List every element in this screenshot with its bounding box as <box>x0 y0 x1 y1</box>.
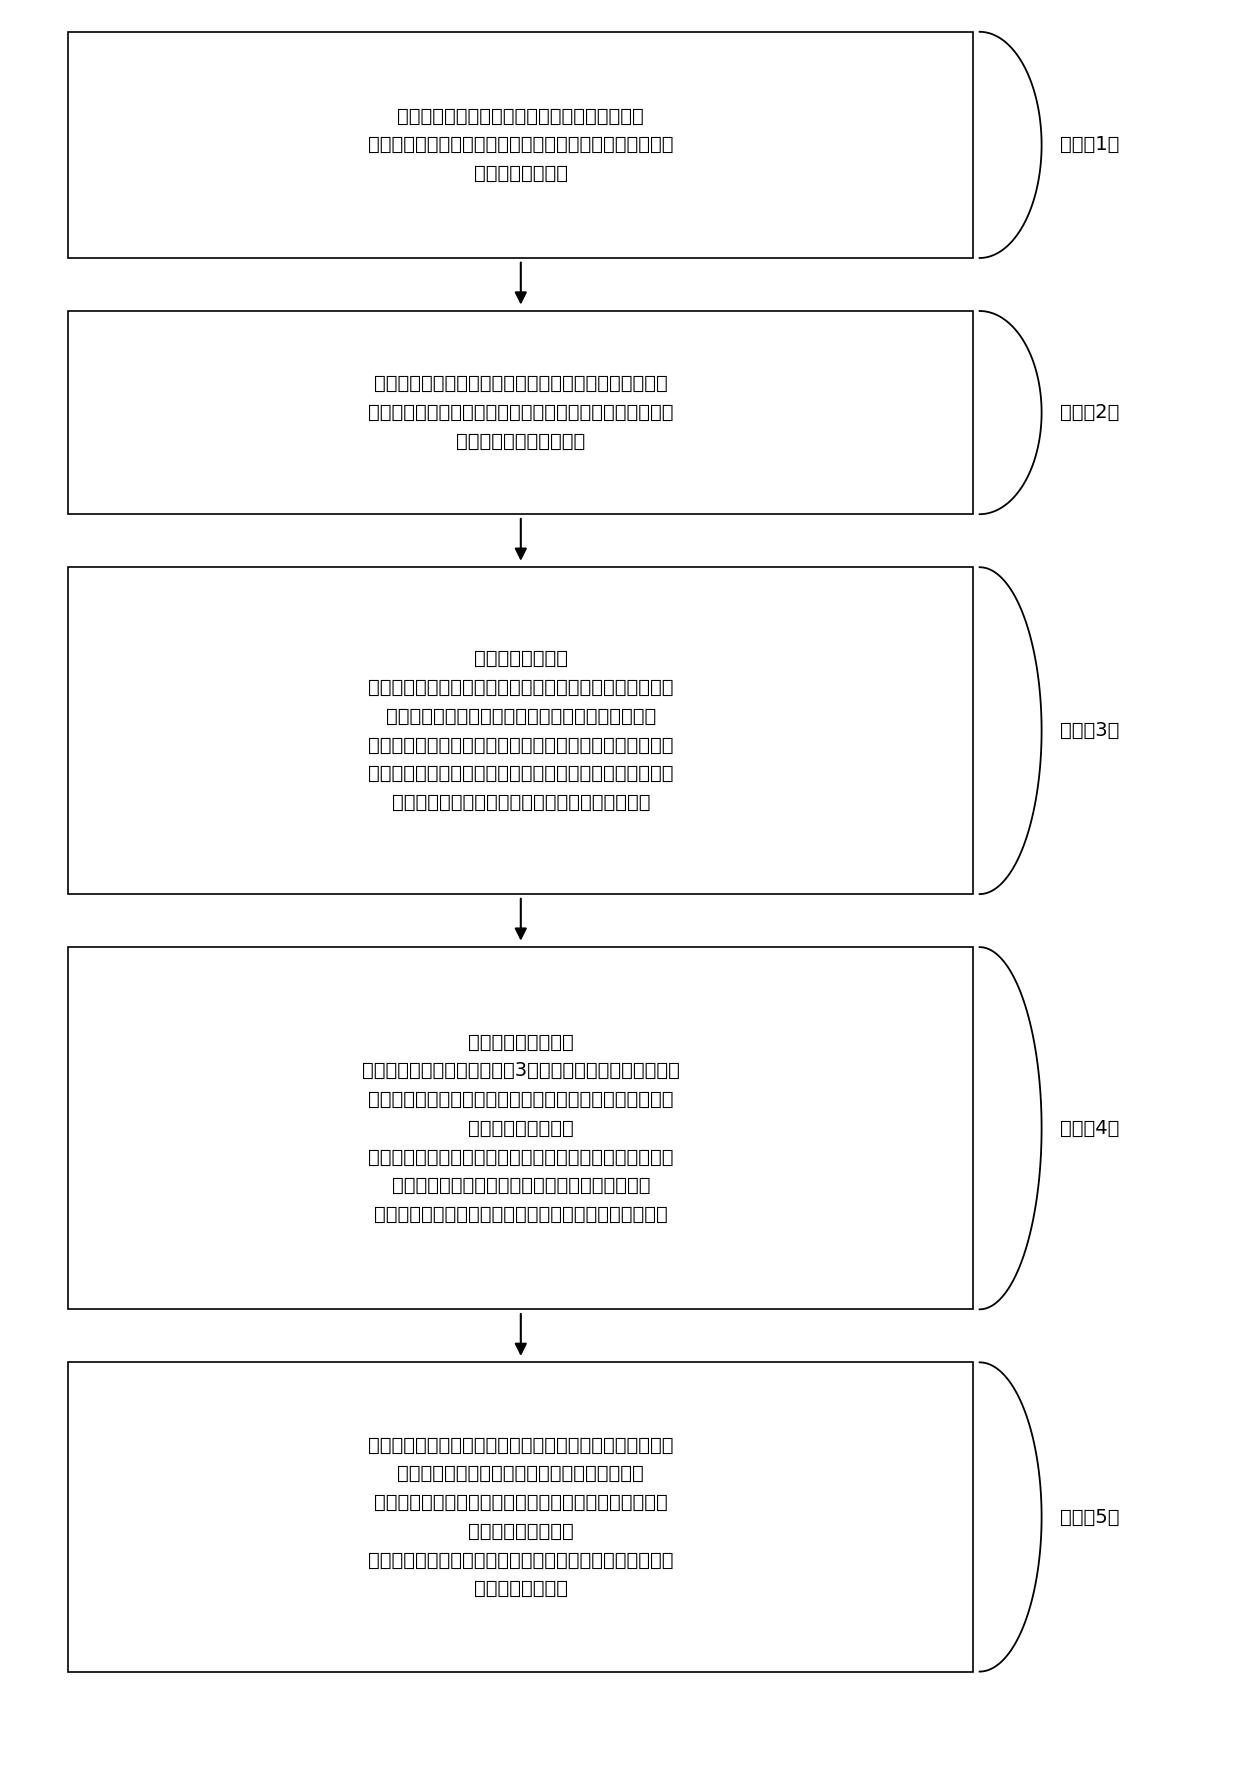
Text: 获取航天器的器箭耦合分析结果，将器箭耦合分析结果中的
器箭界面响应量值乘以规定的安全系数并取包络
后得到器箭界面响应包络曲线，综合考虑非线性等因素，
在器箭界面: 获取航天器的器箭耦合分析结果，将器箭耦合分析结果中的 器箭界面响应量值乘以规定的… <box>368 1435 673 1599</box>
Text: 读取试验输入文件
将指定测点、指定方向的大量级正弦振动试验的理论响应曲
线与对应测点通道的限幅条件进行逐个频点地比较；
若在一频点处，理论响应曲线中的数值大于限: 读取试验输入文件 将指定测点、指定方向的大量级正弦振动试验的理论响应曲 线与对应… <box>368 648 673 813</box>
Text: 步骤（5）: 步骤（5） <box>1060 1507 1120 1527</box>
FancyBboxPatch shape <box>68 947 973 1309</box>
Text: 步骤（4）: 步骤（4） <box>1060 1119 1120 1138</box>
Text: 步骤（3）: 步骤（3） <box>1060 721 1120 740</box>
FancyBboxPatch shape <box>68 1362 973 1672</box>
FancyBboxPatch shape <box>68 311 973 514</box>
FancyBboxPatch shape <box>68 567 973 894</box>
Text: 步骤（1）: 步骤（1） <box>1060 136 1120 154</box>
Text: 步骤（2）: 步骤（2） <box>1060 403 1120 422</box>
Text: 在进行正弦振动试验之前，确定和汇总航天器上
所有待分析的测点、方向以及相应测点通道的限幅条件，编
制成试验输入文件: 在进行正弦振动试验之前，确定和汇总航天器上 所有待分析的测点、方向以及相应测点通… <box>368 106 673 184</box>
Text: 针对试验输入文件中
所有的测点通道均执行步骤（3）；若同一下凹频点存在多个
下凹量值，则该下凹频点仅保留多个下凹量值中的最小值及
其对应的测点通道名
；若在一个: 针对试验输入文件中 所有的测点通道均执行步骤（3）；若同一下凹频点存在多个 下凹… <box>362 1032 680 1225</box>
Text: 在航天器正弦振动试验现场，获取特征级扫频试验结果，
利用特征级扫频试验结果通过线性推算得到指定大量级正弦
振动试验的理论响应曲线: 在航天器正弦振动试验现场，获取特征级扫频试验结果， 利用特征级扫频试验结果通过线… <box>368 375 673 451</box>
FancyBboxPatch shape <box>68 32 973 258</box>
